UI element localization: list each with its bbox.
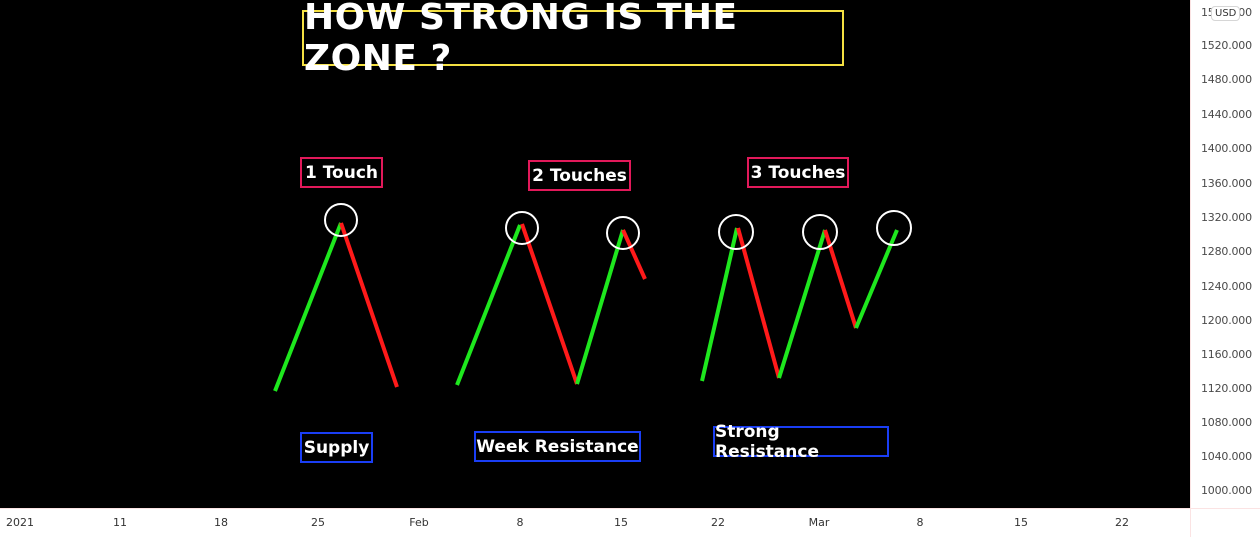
time-label: 11 bbox=[113, 516, 127, 529]
up-leg bbox=[854, 229, 899, 329]
price-label: 1400.000 bbox=[1201, 142, 1252, 155]
price-lines bbox=[273, 203, 912, 392]
time-label: Mar bbox=[808, 516, 830, 529]
price-label: 1120.000 bbox=[1201, 382, 1252, 395]
price-label: 1280.000 bbox=[1201, 245, 1252, 258]
currency-badge[interactable]: USD bbox=[1211, 6, 1241, 21]
touch-label-2: 2 Touches bbox=[528, 160, 631, 191]
zone-label-week-resistance: Week Resistance bbox=[474, 431, 641, 462]
up-leg bbox=[575, 229, 625, 385]
price-label: 1440.000 bbox=[1201, 108, 1252, 121]
price-label: 1480.000 bbox=[1201, 73, 1252, 86]
touch-circle bbox=[876, 210, 912, 246]
up-leg bbox=[455, 224, 522, 386]
time-label: 2021 bbox=[6, 516, 34, 529]
time-axis[interactable]: 2021 11 18 25 Feb 8 15 22 Mar 8 15 22 bbox=[0, 508, 1190, 537]
down-leg bbox=[736, 227, 781, 379]
time-label: 18 bbox=[214, 516, 228, 529]
time-label: 25 bbox=[311, 516, 325, 529]
touch-circle bbox=[718, 214, 754, 250]
touch-circle bbox=[505, 211, 539, 245]
touch-circle bbox=[324, 203, 358, 237]
price-label: 1200.000 bbox=[1201, 314, 1252, 327]
down-leg bbox=[339, 222, 399, 388]
touch-circle bbox=[802, 214, 838, 250]
axis-corner bbox=[1190, 508, 1260, 537]
price-label: 1040.000 bbox=[1201, 450, 1252, 463]
zone-label-strong-resistance: Strong Resistance bbox=[713, 422, 889, 462]
chart-canvas[interactable]: HOW STRONG IS THE ZONE ? 1 Touch 2 Touch… bbox=[0, 0, 1190, 508]
up-leg bbox=[273, 222, 343, 392]
touch-circle bbox=[606, 216, 640, 250]
price-label: 1320.000 bbox=[1201, 211, 1252, 224]
time-label: 15 bbox=[1014, 516, 1028, 529]
price-label: 1000.000 bbox=[1201, 484, 1252, 497]
down-leg bbox=[621, 229, 647, 280]
price-label: 1160.000 bbox=[1201, 348, 1252, 361]
price-axis[interactable]: 1560.000 USD 1520.000 1480.000 1440.000 … bbox=[1190, 0, 1260, 508]
down-leg bbox=[823, 229, 858, 329]
down-leg bbox=[520, 223, 579, 385]
title-box: HOW STRONG IS THE ZONE ? bbox=[302, 0, 844, 79]
time-label: 22 bbox=[711, 516, 725, 529]
time-label: 15 bbox=[614, 516, 628, 529]
touch-label-3: 3 Touches bbox=[747, 157, 849, 188]
chart-title: HOW STRONG IS THE ZONE ? bbox=[304, 0, 738, 79]
time-label: 22 bbox=[1115, 516, 1129, 529]
touch-label-1: 1 Touch bbox=[300, 157, 383, 188]
up-leg bbox=[777, 229, 827, 379]
time-label: 8 bbox=[516, 516, 524, 529]
time-label: 8 bbox=[916, 516, 924, 529]
price-label: 1240.000 bbox=[1201, 280, 1252, 293]
time-label: Feb bbox=[409, 516, 429, 529]
price-label: 1520.000 bbox=[1201, 39, 1252, 52]
price-label: 1080.000 bbox=[1201, 416, 1252, 429]
up-leg bbox=[700, 227, 739, 382]
price-label: 1360.000 bbox=[1201, 177, 1252, 190]
zone-label-supply: Supply bbox=[300, 432, 373, 463]
